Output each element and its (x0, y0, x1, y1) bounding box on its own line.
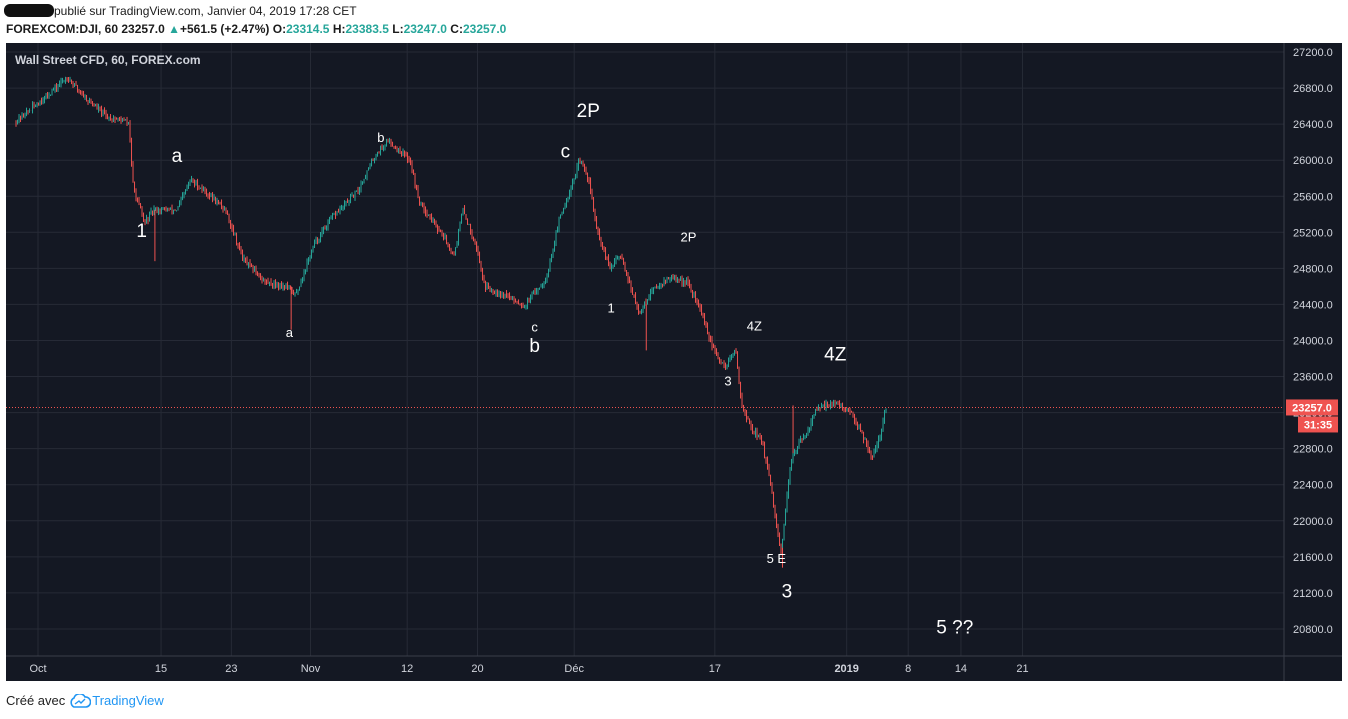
wave-label: 5 ?? (936, 617, 973, 638)
time-tick-label: Nov (301, 663, 321, 675)
open-value: 23314.5 (286, 22, 330, 36)
wave-label: 1 (136, 221, 147, 242)
low-value: 23247.0 (403, 22, 447, 36)
time-tick-label: 15 (155, 663, 167, 675)
time-tick-label: Déc (564, 663, 584, 675)
last-price-badge-label: 23257.0 (1292, 402, 1332, 414)
wave-label: 3 (782, 581, 793, 602)
price-tick-label: 22400.0 (1293, 480, 1333, 492)
price-tick-label: 20800.0 (1293, 624, 1333, 636)
published-text: publié sur TradingView.com, Janvier 04, … (54, 4, 357, 18)
price-tick-label: 24000.0 (1293, 335, 1333, 347)
redacted-username (4, 4, 54, 17)
wave-label: b (377, 130, 384, 145)
close-label: C: (450, 22, 463, 36)
wave-label: 2P (577, 101, 600, 122)
high-value: 23383.5 (345, 22, 389, 36)
price-tick-label: 22800.0 (1293, 444, 1333, 456)
high-label: H: (332, 22, 346, 36)
tradingview-link[interactable]: TradingView (92, 693, 164, 708)
wave-label: 2P (681, 229, 697, 244)
wave-label: c (531, 319, 538, 334)
wave-label: 5 E (767, 551, 787, 566)
price-tick-label: 24400.0 (1293, 299, 1333, 311)
wave-label: a (172, 146, 183, 167)
created-with-label: Créé avec (6, 693, 66, 708)
price-tick-label: 23600.0 (1293, 372, 1333, 384)
time-tick-label: 23 (225, 663, 237, 675)
close-value: 23257.0 (462, 22, 507, 36)
time-tick-label: 14 (955, 663, 967, 675)
wave-label: a (286, 325, 294, 340)
price-tick-label: 25600.0 (1293, 191, 1333, 203)
last-price-badge-bg (1286, 399, 1338, 416)
up-arrow-icon: ▲ (168, 22, 180, 36)
open-label: O: (272, 22, 287, 36)
time-tick-label: 21 (1016, 663, 1028, 675)
last-price-value: 23257.0 (121, 22, 165, 36)
wave-label: 4Z (824, 344, 847, 365)
time-axis-labels: Oct 15 23 Nov 12 20 Déc 17 2019 8 14 21 (29, 663, 1028, 675)
time-tick-label: 12 (401, 663, 413, 675)
countdown-badge-label: 31:35 (1304, 419, 1332, 431)
price-tick-label: 26000.0 (1293, 155, 1333, 167)
price-chart[interactable]: 27200.0 26800.0 26400.0 26000.0 25600.0 25200… (0, 40, 1348, 685)
time-tick-label: Oct (29, 663, 46, 675)
price-tick-label: 25200.0 (1293, 227, 1333, 239)
countdown-badge-bg (1298, 416, 1338, 433)
candlestick-series (15, 76, 887, 568)
wave-label: 3 (724, 374, 731, 389)
wave-label: b (529, 336, 540, 357)
tradingview-cloud-icon (70, 694, 92, 708)
time-tick-label: 8 (905, 663, 911, 675)
change-value: +561.5 (+2.47%) (180, 22, 270, 36)
chart-title: Wall Street CFD, 60, FOREX.com (15, 53, 201, 67)
last-price-badge: 23257.0 31:35 (1286, 399, 1338, 433)
publication-line: publié sur TradingView.com, Janvier 04, … (0, 4, 357, 22)
chart-background (6, 43, 1342, 681)
time-tick-label: 2019 (834, 663, 858, 675)
symbol-info-line: FOREXCOM:DJI, 60 23257.0 ▲+561.5 (+2.47%… (6, 22, 506, 38)
wave-label: 1 (607, 301, 614, 316)
wave-label: c (561, 141, 571, 162)
price-axis-labels: 27200.0 26800.0 26400.0 26000.0 25600.0 25200… (1293, 47, 1333, 636)
footer: Créé avec TradingView (6, 693, 164, 708)
price-tick-label: 24800.0 (1293, 263, 1333, 275)
price-tick-label: 26800.0 (1293, 83, 1333, 95)
price-tick-label: 21600.0 (1293, 552, 1333, 564)
time-tick-label: 17 (709, 663, 721, 675)
price-tick-label: 27200.0 (1293, 47, 1333, 59)
price-tick-label: 22000.0 (1293, 516, 1333, 528)
low-label: L: (392, 22, 404, 36)
wave-label: 4Z (747, 319, 762, 334)
time-tick-label: 20 (471, 663, 483, 675)
price-tick-label: 21200.0 (1293, 588, 1333, 600)
price-tick-label: 26400.0 (1293, 119, 1333, 131)
symbol-label: FOREXCOM:DJI, 60 (6, 22, 119, 36)
